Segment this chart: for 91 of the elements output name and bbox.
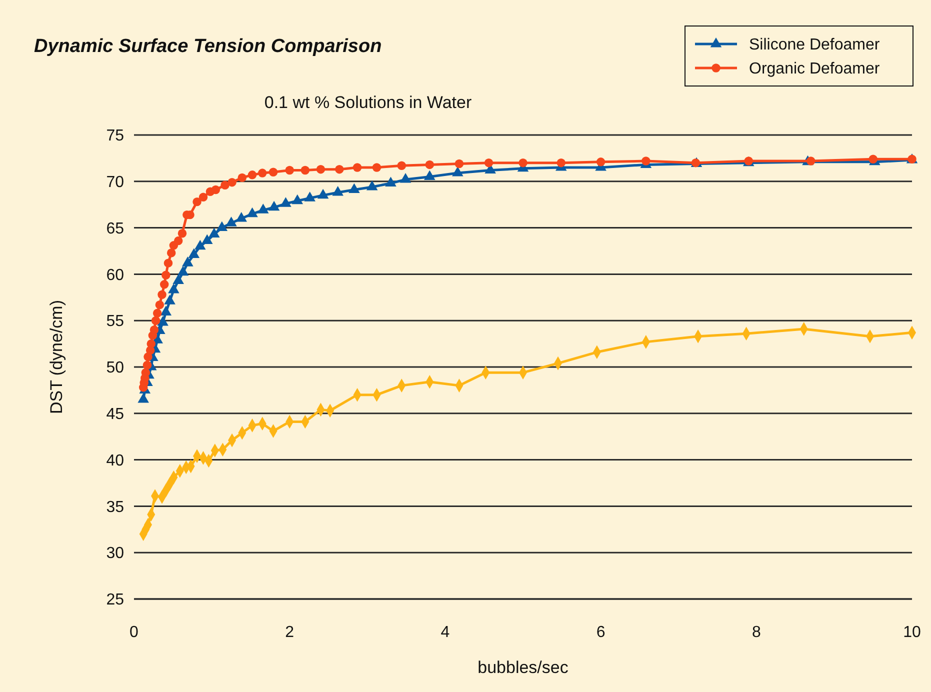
point — [141, 368, 150, 377]
legend-label: Organic Defoamer — [749, 60, 880, 78]
y-tick-label: 25 — [106, 592, 124, 609]
point — [138, 392, 149, 403]
point — [425, 160, 434, 170]
point — [166, 248, 176, 258]
point — [201, 234, 213, 244]
y-axis-title: DST (dyne/cm) — [47, 300, 66, 414]
point — [424, 170, 436, 180]
point — [155, 300, 164, 310]
y-tick-label: 70 — [106, 174, 124, 191]
x-tick-label: 0 — [130, 624, 139, 641]
y-tick-label: 75 — [106, 128, 124, 145]
point — [157, 316, 168, 326]
point — [397, 161, 406, 170]
point — [400, 173, 412, 183]
point — [246, 207, 258, 218]
x-tick-label: 8 — [752, 624, 761, 641]
point — [220, 180, 230, 190]
point — [292, 194, 304, 204]
y-tick-label: 40 — [106, 452, 124, 470]
point — [248, 170, 257, 180]
point — [164, 294, 176, 304]
point — [238, 173, 247, 182]
x-tick-label: 4 — [440, 624, 450, 641]
point — [316, 164, 326, 174]
point — [348, 183, 360, 194]
point — [226, 216, 237, 226]
point — [518, 158, 528, 168]
y-tick-label: 65 — [106, 220, 124, 238]
point — [268, 200, 280, 211]
point — [160, 306, 172, 316]
y-tick-label: 50 — [106, 360, 124, 377]
point — [146, 339, 156, 348]
point — [211, 185, 220, 194]
chart-subtitle: 0.1 wt % Solutions in Water — [264, 93, 472, 112]
point — [216, 221, 228, 232]
point — [300, 166, 310, 175]
point — [178, 229, 187, 238]
point — [806, 156, 816, 166]
chart-title: Dynamic Surface Tension Comparison — [34, 36, 382, 57]
point — [484, 158, 494, 168]
point — [366, 180, 378, 190]
point — [352, 163, 362, 172]
x-tick-label: 6 — [596, 624, 606, 641]
legend-label: Silicone Defoamer — [749, 36, 880, 54]
point — [556, 158, 566, 168]
x-axis-title: bubbles/sec — [478, 658, 569, 677]
y-tick-label: 45 — [106, 406, 124, 423]
point — [868, 154, 878, 164]
point — [372, 163, 382, 172]
y-tick-label: 30 — [106, 545, 124, 562]
point — [304, 192, 316, 202]
y-tick-label: 60 — [106, 266, 124, 284]
point — [332, 186, 344, 196]
y-tick-label: 35 — [106, 498, 124, 516]
point — [452, 166, 464, 176]
point — [596, 158, 606, 166]
point — [158, 290, 166, 299]
x-tick-label: 10 — [903, 624, 921, 641]
point — [280, 197, 292, 207]
point — [454, 159, 464, 168]
point — [385, 176, 396, 187]
point — [168, 283, 180, 294]
point — [228, 178, 236, 187]
x-tick-label: 2 — [285, 624, 294, 641]
point — [152, 308, 162, 318]
point — [160, 280, 169, 289]
point — [285, 166, 294, 175]
point — [177, 266, 189, 276]
point — [236, 212, 247, 222]
point — [198, 192, 208, 202]
point — [151, 316, 160, 325]
point — [208, 228, 220, 238]
y-tick-label: 55 — [106, 313, 124, 330]
point — [335, 164, 344, 174]
point — [182, 256, 194, 266]
point — [172, 274, 184, 284]
point — [194, 240, 206, 250]
point — [258, 204, 269, 214]
point — [164, 258, 173, 268]
point — [188, 248, 200, 258]
point — [642, 156, 650, 166]
point — [268, 168, 278, 176]
point — [150, 326, 159, 334]
point — [162, 270, 170, 280]
point — [142, 360, 152, 370]
point — [192, 197, 202, 206]
point — [317, 188, 329, 199]
point — [174, 236, 183, 246]
point — [258, 168, 267, 178]
